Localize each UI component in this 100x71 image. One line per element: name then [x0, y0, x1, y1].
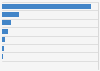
Bar [2, 54, 3, 59]
Bar [2, 4, 91, 9]
Bar [2, 46, 4, 50]
Bar [2, 37, 5, 42]
Bar [2, 20, 11, 25]
Bar [2, 12, 19, 17]
Bar [2, 29, 8, 34]
